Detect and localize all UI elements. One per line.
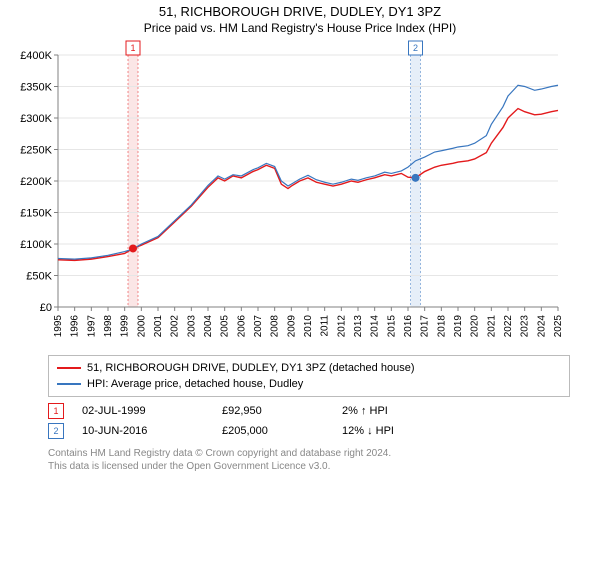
- sale-date: 10-JUN-2016: [82, 425, 222, 437]
- svg-text:2008: 2008: [270, 315, 281, 338]
- sale-price: £92,950: [222, 405, 342, 417]
- svg-text:£400K: £400K: [20, 50, 52, 62]
- page-subtitle: Price paid vs. HM Land Registry's House …: [0, 21, 600, 35]
- legend-label: 51, RICHBOROUGH DRIVE, DUDLEY, DY1 3PZ (…: [87, 362, 414, 374]
- svg-text:2010: 2010: [303, 315, 314, 338]
- svg-text:2014: 2014: [370, 315, 381, 338]
- sales-row: 2 10-JUN-2016£205,00012% ↓ HPI: [48, 421, 570, 441]
- svg-text:2020: 2020: [470, 315, 481, 338]
- legend: 51, RICHBOROUGH DRIVE, DUDLEY, DY1 3PZ (…: [48, 355, 570, 397]
- svg-text:2002: 2002: [170, 315, 181, 338]
- footer: Contains HM Land Registry data © Crown c…: [48, 447, 570, 473]
- legend-item: HPI: Average price, detached house, Dudl…: [57, 376, 561, 392]
- svg-text:1: 1: [130, 43, 135, 53]
- sales-row: 1 02-JUL-1999£92,9502% ↑ HPI: [48, 401, 570, 421]
- svg-text:£200K: £200K: [20, 176, 52, 188]
- legend-item: 51, RICHBOROUGH DRIVE, DUDLEY, DY1 3PZ (…: [57, 360, 561, 376]
- svg-text:2009: 2009: [286, 315, 297, 338]
- footer-line: This data is licensed under the Open Gov…: [48, 460, 570, 473]
- svg-text:1999: 1999: [120, 315, 131, 338]
- footer-line: Contains HM Land Registry data © Crown c…: [48, 447, 570, 460]
- svg-text:2000: 2000: [136, 315, 147, 338]
- page-title: 51, RICHBOROUGH DRIVE, DUDLEY, DY1 3PZ: [0, 4, 600, 19]
- sale-badge: 2: [48, 423, 64, 439]
- svg-text:£50K: £50K: [26, 271, 52, 283]
- svg-text:1997: 1997: [86, 315, 97, 338]
- svg-text:2016: 2016: [403, 315, 414, 338]
- svg-text:1996: 1996: [70, 315, 81, 338]
- svg-text:£150K: £150K: [20, 208, 52, 220]
- sale-marker-dot: [129, 244, 137, 252]
- svg-text:2011: 2011: [320, 315, 331, 337]
- svg-text:2007: 2007: [253, 315, 264, 338]
- svg-text:2019: 2019: [453, 315, 464, 338]
- sale-marker-dot: [412, 174, 420, 182]
- svg-text:2022: 2022: [503, 315, 514, 338]
- sale-badge: 1: [48, 403, 64, 419]
- svg-text:2004: 2004: [203, 315, 214, 338]
- svg-text:£100K: £100K: [20, 239, 52, 251]
- svg-text:1998: 1998: [103, 315, 114, 338]
- price-chart: £0 £50K £100K £150K £200K £250K £300K £350K £400…: [10, 39, 570, 349]
- svg-text:£250K: £250K: [20, 145, 52, 157]
- sales-table: 1 02-JUL-1999£92,9502% ↑ HPI 2 10-JUN-2016£…: [48, 401, 570, 441]
- svg-text:£350K: £350K: [20, 82, 52, 94]
- sale-date: 02-JUL-1999: [82, 405, 222, 417]
- svg-text:2023: 2023: [520, 315, 531, 338]
- svg-text:£300K: £300K: [20, 113, 52, 125]
- chart-container: £0 £50K £100K £150K £200K £250K £300K £350K £400…: [10, 39, 590, 349]
- svg-text:2018: 2018: [436, 315, 447, 338]
- svg-text:2015: 2015: [386, 315, 397, 338]
- legend-swatch: [57, 383, 81, 385]
- svg-text:2003: 2003: [186, 315, 197, 338]
- legend-swatch: [57, 367, 81, 369]
- sale-delta: 12% ↓ HPI: [342, 425, 394, 437]
- svg-text:2021: 2021: [486, 315, 497, 338]
- sale-price: £205,000: [222, 425, 342, 437]
- svg-text:2025: 2025: [553, 315, 564, 338]
- svg-text:£0: £0: [40, 302, 52, 314]
- svg-text:1995: 1995: [53, 315, 64, 338]
- svg-text:2001: 2001: [153, 315, 164, 338]
- svg-text:2017: 2017: [420, 315, 431, 338]
- svg-text:2005: 2005: [220, 315, 231, 338]
- svg-text:2012: 2012: [336, 315, 347, 338]
- svg-text:2024: 2024: [536, 315, 547, 338]
- legend-label: HPI: Average price, detached house, Dudl…: [87, 378, 303, 390]
- svg-text:2006: 2006: [236, 315, 247, 338]
- svg-text:2: 2: [413, 43, 418, 53]
- sale-delta: 2% ↑ HPI: [342, 405, 388, 417]
- svg-text:2013: 2013: [353, 315, 364, 338]
